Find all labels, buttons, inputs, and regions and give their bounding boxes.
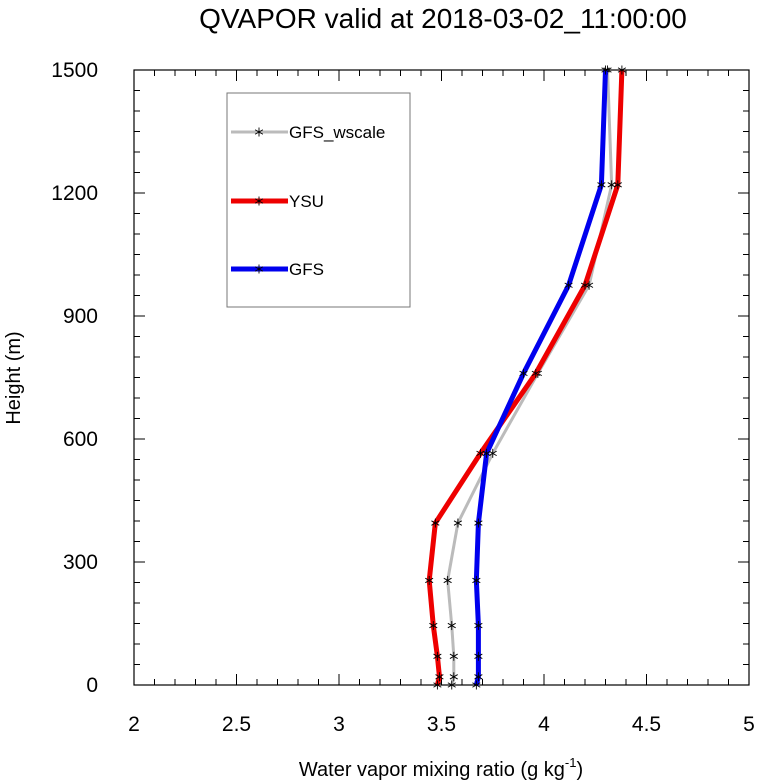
data-point [429,621,438,631]
y-tick-label: 1500 [51,59,98,82]
chart-title: QVAPOR valid at 2018-03-02_11:00:00 [199,3,687,34]
data-point [482,448,491,458]
x-tick-labels: 2 2.5 3 3.5 4 4.5 5 [128,713,755,736]
data-point [443,575,452,585]
data-point [476,448,485,458]
data-point [431,518,440,528]
legend-label: YSU [289,192,324,211]
plot-frame [133,69,750,686]
y-tick-label: 300 [63,551,98,574]
x-tick-label: 2 [128,713,140,736]
legend-marker [254,264,264,274]
x-tick-label: 2.5 [222,713,251,736]
legend-entry-2: GFS [231,260,324,279]
legend-items: GFS_wscale YSU GFS [231,123,385,279]
data-point [433,651,442,661]
data-point [425,575,434,585]
y-tick-label: 1200 [51,182,98,205]
legend-marker [254,127,264,137]
data-point [580,280,590,290]
x-tick-label: 3 [333,713,345,736]
data-point [597,180,606,190]
legend-entry-0: GFS_wscale [231,123,385,142]
data-point [453,518,463,528]
series-0 [443,65,616,690]
x-tick-label: 4.5 [632,713,661,736]
series-line-0 [446,69,614,686]
series-layer [425,65,627,690]
data-point [472,680,481,690]
data-point [447,680,456,690]
series-line-2 [473,69,608,686]
legend-marker [254,196,264,206]
data-point [474,672,483,682]
data-point [488,448,497,458]
legend-entry-1: YSU [231,192,324,211]
series-1 [425,65,627,690]
data-point [449,651,458,661]
data-point [564,280,573,290]
data-point [474,518,483,528]
data-point [601,65,610,75]
minor-ticks [133,69,750,686]
y-tick-label: 600 [63,428,98,451]
series-line-1 [426,69,625,686]
y-tick-label: 900 [63,305,98,328]
data-point [613,180,622,190]
data-point [435,672,444,682]
data-point [472,575,481,585]
data-point [617,65,627,75]
data-point [531,368,540,378]
x-tick-label: 4 [538,713,550,736]
series-2 [472,65,610,690]
x-tick-label: 5 [743,713,755,736]
x-axis-title-exponent: -1 [565,755,577,770]
x-tick-label: 3.5 [427,713,456,736]
data-point [447,621,456,631]
x-axis-title: Water vapor mixing ratio (g kg-1) [299,755,583,781]
x-axis-title-main: Water vapor mixing ratio (g kg [299,759,565,781]
x-axis-title-suffix: ) [576,759,583,781]
data-point [519,368,528,378]
data-point [474,621,483,631]
legend-label: GFS_wscale [289,123,385,142]
y-tick-label: 0 [86,674,98,697]
data-point [433,680,442,690]
data-point [607,180,616,190]
legend-label: GFS [289,260,324,279]
data-point [474,651,483,661]
legend: GFS_wscale YSU GFS [226,92,411,308]
y-axis-title: Height (m) [3,331,25,424]
y-tick-labels: 0 300 600 900 1200 1500 [51,59,98,697]
data-point [449,672,458,682]
